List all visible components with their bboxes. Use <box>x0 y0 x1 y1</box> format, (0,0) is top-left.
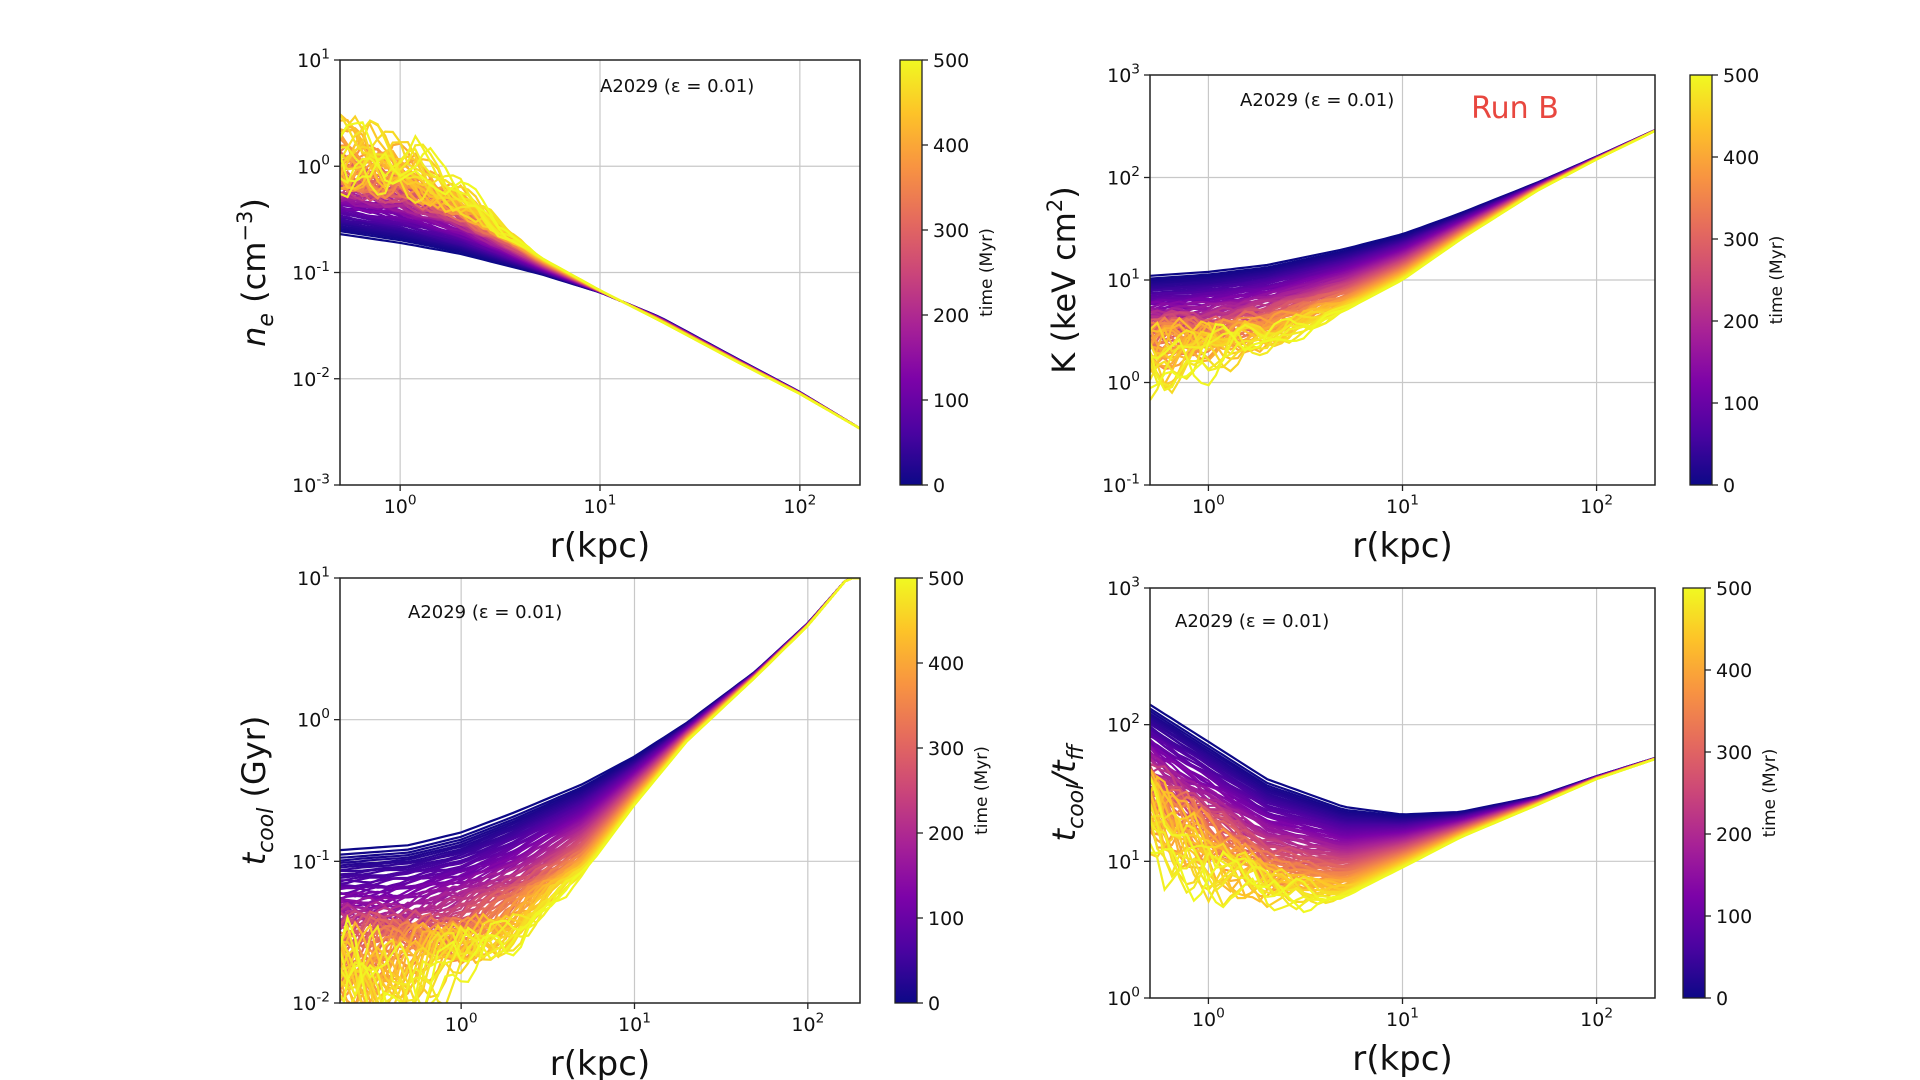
colorbar-label: time (Myr) <box>977 228 997 317</box>
colorbar-tick-label: 400 <box>1716 660 1752 682</box>
colorbar-tick-label: 200 <box>1716 824 1752 846</box>
colorbar-tick-label: 0 <box>928 993 940 1015</box>
y-tick-label: 10-1 <box>1102 471 1140 497</box>
y-tick-label: 100 <box>1107 369 1140 395</box>
y-tick-label: 102 <box>1107 164 1140 190</box>
colorbar <box>1689 74 1713 486</box>
panel-label: A2029 (ε = 0.01) <box>408 602 562 623</box>
x-tick-label: 102 <box>1580 1005 1613 1031</box>
x-tick-label: 102 <box>1580 492 1613 518</box>
colorbar-tick-label: 100 <box>1723 393 1759 415</box>
colorbar-tick-label: 500 <box>1723 65 1759 87</box>
colorbar-tick-label: 100 <box>928 908 964 930</box>
x-axis-label: r(kpc) <box>550 526 650 566</box>
series-line <box>1150 758 1655 914</box>
axes-frame <box>339 577 861 1004</box>
colorbar-tick-label: 0 <box>1723 475 1735 497</box>
colorbar-tick-label: 200 <box>1723 311 1759 333</box>
colorbar-tick-label: 100 <box>1716 906 1752 928</box>
x-axis-label: r(kpc) <box>550 1044 650 1080</box>
x-tick-label: 100 <box>384 492 417 518</box>
y-tick-label: 100 <box>297 153 330 179</box>
y-tick-label: 10-2 <box>292 989 330 1015</box>
x-tick-label: 101 <box>584 492 617 518</box>
colorbar-tick-label: 0 <box>933 475 945 497</box>
colorbar-tick-label: 300 <box>1716 742 1752 764</box>
colorbar-tick-label: 200 <box>933 305 969 327</box>
colorbar-tick-label: 300 <box>1723 229 1759 251</box>
colorbar-tick-label: 100 <box>933 390 969 412</box>
colorbar-tick-label: 300 <box>933 220 969 242</box>
x-tick-label: 101 <box>618 1010 651 1036</box>
x-tick-label: 100 <box>1192 1005 1225 1031</box>
x-tick-label: 100 <box>445 1010 478 1036</box>
grid-lines <box>340 60 860 485</box>
y-tick-label: 102 <box>1107 711 1140 737</box>
y-tick-label: 103 <box>1107 61 1140 87</box>
run-b-annotation: Run B <box>1471 91 1559 126</box>
panel-label: A2029 (ε = 0.01) <box>1175 611 1329 632</box>
colorbar-tick-label: 400 <box>928 653 964 675</box>
y-axis-label: tcool (Gyr) <box>235 716 279 866</box>
colorbar-tick-label: 0 <box>1716 988 1728 1010</box>
panel-electron-density: 100 101 102 10-3 10-2 10-1 100 101 r(kpc) ne (cm−… <box>233 46 997 566</box>
colorbar-tick-label: 200 <box>928 823 964 845</box>
colorbar-tick-label: 400 <box>1723 147 1759 169</box>
colorbar-label: time (Myr) <box>972 746 992 835</box>
colorbar-tick-label: 300 <box>928 738 964 760</box>
y-tick-label: 101 <box>1107 848 1140 874</box>
panel-cooling-freefall-ratio: 100 101 102 100 101 102 103 r(kpc) tcool/tff A202… <box>1045 574 1780 1079</box>
series-line <box>1150 129 1655 390</box>
y-tick-label: 100 <box>297 706 330 732</box>
panel-label: A2029 (ε = 0.01) <box>600 76 754 97</box>
x-tick-label: 100 <box>1192 492 1225 518</box>
panel-entropy: 100 101 102 10-1 100 101 102 103 r(kpc) K (keV cm… <box>1043 61 1787 566</box>
x-tick-label: 101 <box>1386 492 1419 518</box>
colorbar <box>899 59 923 486</box>
colorbar-tick-label: 500 <box>933 50 969 72</box>
y-axis-label: tcool/tff <box>1045 742 1089 841</box>
series-line <box>340 578 860 1003</box>
series-group <box>340 113 860 430</box>
y-axis-label: K (keV cm2) <box>1043 186 1083 373</box>
y-tick-label: 103 <box>1107 574 1140 600</box>
series-line <box>340 121 860 430</box>
colorbar-label: time (Myr) <box>1760 749 1780 838</box>
colorbar-tick-label: 500 <box>1716 578 1752 600</box>
x-axis-label: r(kpc) <box>1352 526 1452 566</box>
colorbar <box>894 577 918 1004</box>
y-tick-label: 10-2 <box>292 365 330 391</box>
colorbar-tick-label: 500 <box>928 568 964 590</box>
series-group <box>340 578 860 1003</box>
y-tick-label: 100 <box>1107 984 1140 1010</box>
colorbar-label: time (Myr) <box>1767 236 1787 325</box>
y-tick-label: 101 <box>297 564 330 590</box>
y-tick-label: 10-1 <box>292 259 330 285</box>
x-tick-label: 102 <box>791 1010 824 1036</box>
x-tick-label: 101 <box>1386 1005 1419 1031</box>
x-tick-label: 102 <box>783 492 816 518</box>
y-tick-label: 10-3 <box>292 471 330 497</box>
colorbar-tick-label: 400 <box>933 135 969 157</box>
y-tick-label: 101 <box>1107 266 1140 292</box>
y-tick-label: 10-1 <box>292 848 330 874</box>
y-tick-label: 101 <box>297 46 330 72</box>
series-group <box>1150 129 1655 401</box>
x-axis-label: r(kpc) <box>1352 1039 1452 1079</box>
panel-label: A2029 (ε = 0.01) <box>1240 90 1394 111</box>
y-axis-label: ne (cm−3) <box>233 198 279 347</box>
colorbar <box>1682 587 1706 999</box>
series-group <box>1150 703 1655 914</box>
panel-cooling-time: 100 101 102 10-2 10-1 100 101 r(kpc) tcool (Gyr)… <box>235 564 992 1080</box>
